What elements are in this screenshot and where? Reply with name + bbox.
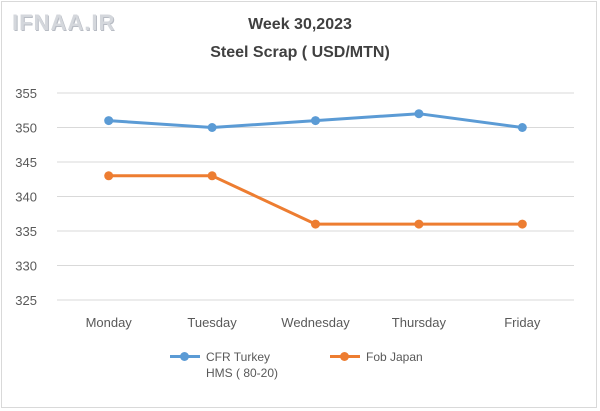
data-point [517,219,527,229]
data-point [414,109,424,119]
chart-title: Week 30,2023 [248,16,352,33]
y-tick-label: 340 [15,190,37,205]
y-tick-label: 325 [15,293,37,308]
data-point [311,219,320,229]
site-logo: IFNAA.IR [12,10,116,35]
data-point [104,171,114,181]
legend-label-line: HMS ( 80-20) [206,366,279,380]
y-tick-label: 350 [15,121,37,136]
y-tick-label: 330 [15,259,37,274]
data-point [207,171,217,181]
data-point [517,123,527,132]
x-tick-label: Tuesday [187,315,237,330]
legend-label-line: Fob Japan [366,350,423,364]
x-tick-label: Thursday [392,315,447,330]
x-tick-label: Wednesday [281,315,350,330]
x-tick-label: Friday [504,315,541,330]
legend-label-fob-japan: Fob Japan [366,349,423,365]
chart-subtitle: Steel Scrap ( USD/MTN) [210,44,390,61]
legend-dot-cfr-turkey [180,352,189,361]
legend-marker-cfr-turkey [170,349,200,363]
data-point [104,116,114,126]
legend-item-fob-japan: Fob Japan [330,349,423,365]
data-point [414,219,424,229]
chart-legend: CFR Turkey HMS ( 80-20) Fob Japan [0,349,600,399]
data-point [311,116,320,126]
series-line-1 [108,174,523,226]
legend-marker-fob-japan [330,349,360,363]
legend-dot-fob-japan [340,352,349,361]
legend-label-cfr-turkey: CFR Turkey HMS ( 80-20) [206,349,278,381]
x-tick-label: Monday [86,315,133,330]
y-tick-label: 335 [15,224,37,239]
y-tick-label: 345 [15,155,37,170]
y-tick-label: 355 [15,86,37,101]
legend-label-line: CFR Turkey [206,350,271,364]
data-point [207,123,217,132]
legend-item-cfr-turkey: CFR Turkey HMS ( 80-20) [170,349,278,381]
